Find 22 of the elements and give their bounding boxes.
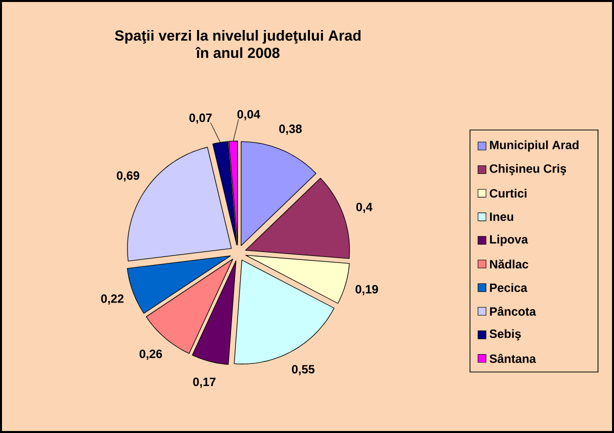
data-label: 0,19 — [356, 284, 378, 296]
data-label: 0,69 — [116, 171, 140, 182]
chart-subtitle: în anul 2008 — [195, 46, 280, 58]
data-label: 0,22 — [101, 294, 124, 305]
data-label: 0,55 — [292, 364, 314, 376]
legend-label: Pecica — [490, 283, 528, 292]
data-label: 0,04 — [237, 110, 260, 120]
data-label: 0,07 — [189, 114, 212, 124]
legend-label: Municipiul Arad — [490, 140, 578, 152]
legend-label: Curtici — [490, 188, 526, 198]
data-label: 0,38 — [279, 124, 302, 135]
chart-title: Spaţii verzi la nivelul judeţului Arad — [114, 30, 361, 44]
data-label: 0,17 — [193, 378, 216, 388]
legend-label: Pâncota — [490, 306, 536, 316]
legend-label: Ineu — [490, 212, 514, 221]
legend-label: Chişineu Criş — [490, 164, 566, 176]
data-label: 0,4 — [356, 202, 372, 213]
legend-label: Sântana — [490, 354, 536, 363]
legend-label: Lipova — [490, 234, 528, 246]
legend-label: Nădlac — [490, 260, 528, 268]
legend-label: Sebiş — [490, 329, 521, 340]
data-label: 0,26 — [140, 350, 162, 360]
